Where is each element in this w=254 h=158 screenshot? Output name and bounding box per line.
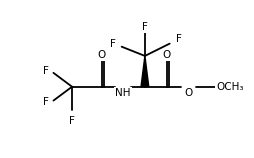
Text: F: F — [69, 116, 75, 126]
Text: F: F — [142, 22, 148, 32]
Text: O: O — [97, 50, 106, 60]
Text: F: F — [43, 97, 49, 107]
Text: O: O — [184, 88, 193, 98]
Text: O: O — [163, 50, 171, 60]
Text: F: F — [109, 39, 116, 49]
Text: F: F — [43, 66, 49, 76]
Polygon shape — [141, 56, 149, 87]
Text: F: F — [176, 34, 182, 44]
Text: OCH₃: OCH₃ — [216, 82, 244, 92]
Text: NH: NH — [116, 88, 131, 98]
